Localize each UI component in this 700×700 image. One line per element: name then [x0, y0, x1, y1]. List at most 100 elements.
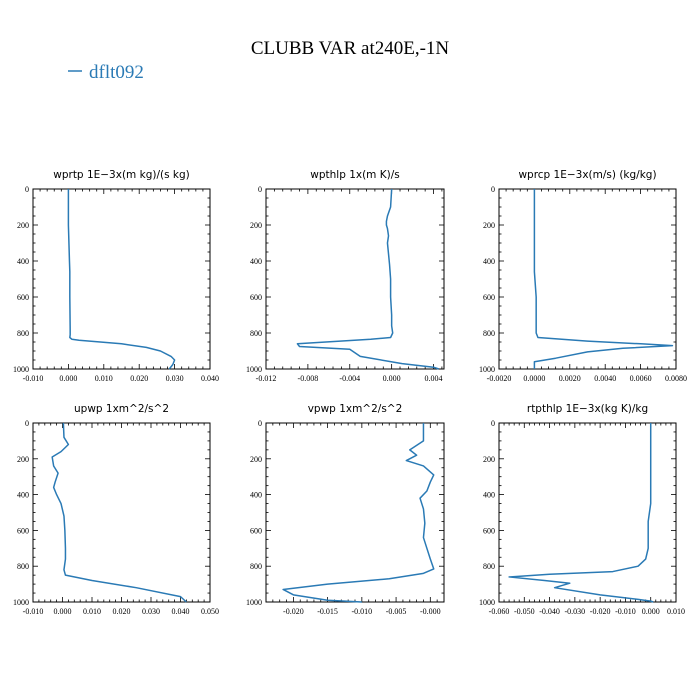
- x-tick-label: -0.010: [615, 607, 636, 616]
- x-tick-label: 0.010: [95, 374, 113, 383]
- y-tick-label: 800: [250, 329, 262, 338]
- y-tick-label: 200: [483, 455, 495, 464]
- series-line: [51, 422, 187, 603]
- plot-frame: [498, 188, 677, 370]
- panel-title: rtpthlp 1E−3x(kg K)/kg: [527, 403, 648, 415]
- x-tick-label: 0.000: [383, 374, 401, 383]
- y-tick-label: 800: [483, 562, 495, 571]
- series-line: [508, 423, 654, 603]
- x-tick-label: -0.030: [565, 607, 586, 616]
- y-tick-label: 400: [250, 257, 262, 266]
- x-tick-label: -0.050: [514, 607, 535, 616]
- x-tick-label: -0.015: [317, 607, 338, 616]
- x-tick-label: 0.020: [130, 374, 148, 383]
- x-tick-label: 0.040: [172, 607, 190, 616]
- y-tick-label: 1000: [246, 598, 262, 607]
- x-tick-label: -0.020: [283, 607, 304, 616]
- y-tick-label: 400: [17, 491, 29, 500]
- x-tick-label: -0.010: [23, 607, 44, 616]
- x-tick-label: 0.0080: [665, 374, 687, 383]
- x-tick-label: 0.000: [59, 374, 77, 383]
- y-tick-label: 1000: [479, 598, 495, 607]
- x-tick-label: 0.010: [83, 607, 101, 616]
- x-tick-label: -0.010: [352, 607, 373, 616]
- x-tick-label: 0.020: [113, 607, 131, 616]
- y-tick-label: 1000: [479, 365, 495, 374]
- y-tick-label: 400: [483, 491, 495, 500]
- x-tick-label: -0.004: [339, 374, 360, 383]
- y-tick-label: 800: [17, 329, 29, 338]
- x-tick-label: -0.020: [590, 607, 611, 616]
- y-tick-label: 1000: [13, 598, 29, 607]
- y-tick-label: 0: [258, 419, 262, 428]
- y-tick-label: 0: [258, 185, 262, 194]
- x-tick-label: -0.000: [420, 607, 441, 616]
- x-tick-label: 0.000: [54, 607, 72, 616]
- panel-title: wprtp 1E−3x(m kg)/(s kg): [53, 169, 190, 181]
- panel-3: wprcp 1E−3x(m/s) (kg/kg) -0.0020 0.0000 0.0…: [479, 169, 687, 383]
- legend: dflt092: [68, 62, 144, 83]
- figure-title: CLUBB VAR at240E,-1N: [251, 38, 450, 59]
- y-tick-label: 200: [250, 455, 262, 464]
- series-line: [67, 189, 176, 370]
- y-tick-label: 600: [250, 526, 262, 535]
- panel-title: vpwp 1xm^2/s^2: [308, 403, 403, 415]
- series-line: [296, 188, 440, 370]
- y-tick-label: 200: [17, 221, 29, 230]
- x-tick-label: -0.0020: [487, 374, 512, 383]
- panel-title: wprcp 1E−3x(m/s) (kg/kg): [518, 169, 656, 181]
- panel-title: upwp 1xm^2/s^2: [74, 403, 169, 415]
- legend-label: dflt092: [89, 62, 144, 83]
- y-tick-label: 0: [25, 185, 29, 194]
- series-line: [282, 423, 435, 603]
- x-tick-label: 0.050: [201, 607, 219, 616]
- y-tick-label: 800: [17, 562, 29, 571]
- panels: wprtp 1E−3x(m kg)/(s kg) -0.010 0.000 0.010…: [13, 169, 687, 616]
- series-line: [533, 189, 674, 369]
- x-tick-label: 0.030: [142, 607, 160, 616]
- x-tick-label: 0.010: [667, 607, 685, 616]
- y-tick-label: 200: [17, 455, 29, 464]
- x-tick-label: 0.000: [642, 607, 660, 616]
- y-tick-label: 400: [250, 491, 262, 500]
- plot-frame: [32, 188, 211, 370]
- plot-frame: [265, 188, 445, 370]
- panel-2: wpthlp 1x(m K)/s -0.012 -0.008 -0.004 0.000 0…: [246, 169, 445, 383]
- x-tick-label: 0.0040: [594, 374, 616, 383]
- y-tick-label: 1000: [13, 365, 29, 374]
- x-tick-label: 0.030: [166, 374, 184, 383]
- y-tick-label: 200: [250, 221, 262, 230]
- y-tick-label: 800: [250, 562, 262, 571]
- plot-frame: [265, 422, 445, 603]
- x-tick-label: 0.0000: [523, 374, 545, 383]
- y-tick-label: 600: [17, 293, 29, 302]
- panel-1: wprtp 1E−3x(m kg)/(s kg) -0.010 0.000 0.010…: [13, 169, 219, 383]
- y-tick-label: 0: [491, 419, 495, 428]
- y-tick-label: 600: [483, 293, 495, 302]
- x-tick-label: -0.005: [386, 607, 407, 616]
- x-tick-label: -0.008: [298, 374, 319, 383]
- x-tick-label: 0.040: [201, 374, 219, 383]
- x-tick-label: -0.012: [256, 374, 277, 383]
- y-tick-label: 600: [250, 293, 262, 302]
- panel-5: vpwp 1xm^2/s^2 -0.020 -0.015 -0.010 -0.005 -0…: [246, 403, 445, 616]
- x-tick-label: 0.0060: [630, 374, 652, 383]
- panel-title: wpthlp 1x(m K)/s: [310, 169, 400, 181]
- y-tick-label: 600: [483, 526, 495, 535]
- y-tick-label: 400: [17, 257, 29, 266]
- panel-6: rtpthlp 1E−3x(kg K)/kg -0.060 -0.050 -0.040…: [479, 403, 685, 616]
- x-tick-label: -0.040: [539, 607, 560, 616]
- x-tick-label: 0.0020: [559, 374, 581, 383]
- y-tick-label: 600: [17, 526, 29, 535]
- y-tick-label: 1000: [246, 365, 262, 374]
- x-tick-label: -0.010: [23, 374, 44, 383]
- plot-frame: [32, 422, 211, 603]
- panel-4: upwp 1xm^2/s^2 -0.010 0.000 0.010 0.020 0.030…: [13, 403, 219, 616]
- y-tick-label: 800: [483, 329, 495, 338]
- y-tick-label: 400: [483, 257, 495, 266]
- y-tick-label: 0: [491, 185, 495, 194]
- x-tick-label: 0.004: [425, 374, 443, 383]
- y-tick-label: 200: [483, 221, 495, 230]
- y-tick-label: 0: [25, 419, 29, 428]
